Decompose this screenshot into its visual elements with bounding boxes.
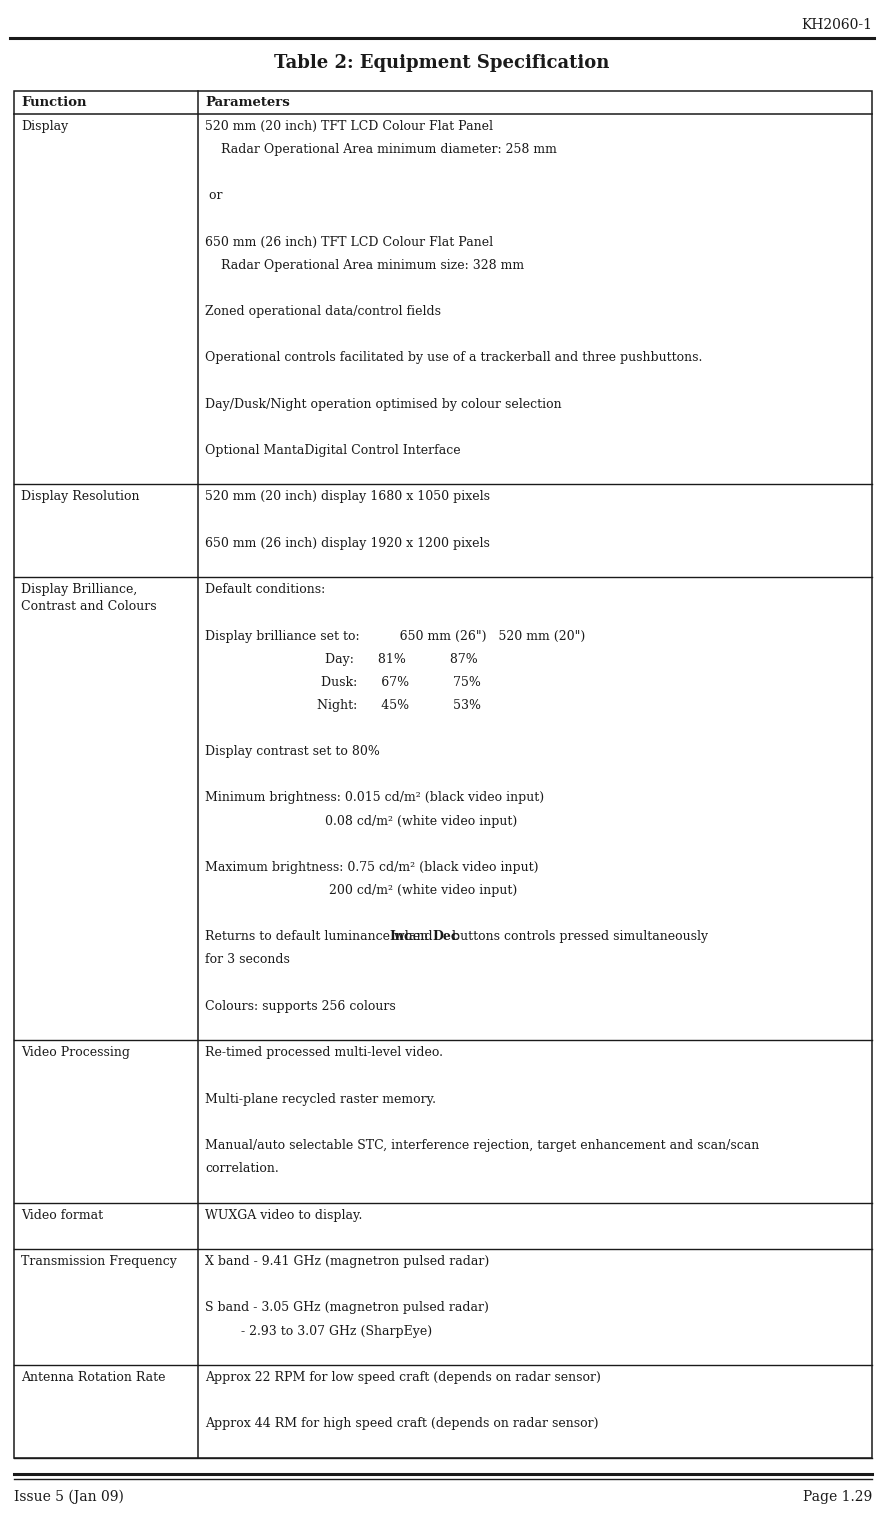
Text: Page 1.29: Page 1.29 — [803, 1489, 872, 1505]
Text: Night:      45%           53%: Night: 45% 53% — [205, 699, 482, 713]
Text: buttons controls pressed simultaneously: buttons controls pressed simultaneously — [448, 931, 709, 943]
Text: Zoned operational data/control fields: Zoned operational data/control fields — [205, 305, 441, 317]
Text: Radar Operational Area minimum diameter: 258 mm: Radar Operational Area minimum diameter:… — [205, 143, 557, 156]
Text: Video format: Video format — [21, 1209, 103, 1221]
Text: Day/Dusk/Night operation optimised by colour selection: Day/Dusk/Night operation optimised by co… — [205, 398, 562, 410]
Text: and: and — [405, 931, 437, 943]
Text: Dec: Dec — [432, 931, 459, 943]
Text: - 2.93 to 3.07 GHz (SharpEye): - 2.93 to 3.07 GHz (SharpEye) — [205, 1325, 432, 1337]
Text: Display Brilliance,
Contrast and Colours: Display Brilliance, Contrast and Colours — [21, 583, 156, 613]
Text: Manual/auto selectable STC, interference rejection, target enhancement and scan/: Manual/auto selectable STC, interference… — [205, 1138, 759, 1152]
Text: Table 2: Equipment Specification: Table 2: Equipment Specification — [274, 53, 610, 72]
Text: Display: Display — [21, 121, 68, 133]
Text: Video Processing: Video Processing — [21, 1047, 130, 1059]
Text: WUXGA video to display.: WUXGA video to display. — [205, 1209, 362, 1221]
Text: Antenna Rotation Rate: Antenna Rotation Rate — [21, 1372, 165, 1384]
Text: X band - 9.41 GHz (magnetron pulsed radar): X band - 9.41 GHz (magnetron pulsed rada… — [205, 1256, 490, 1268]
Text: for 3 seconds: for 3 seconds — [205, 954, 290, 966]
Text: Transmission Frequency: Transmission Frequency — [21, 1256, 177, 1268]
Text: 650 mm (26 inch) TFT LCD Colour Flat Panel: 650 mm (26 inch) TFT LCD Colour Flat Pan… — [205, 235, 493, 249]
Text: Re-timed processed multi-level video.: Re-timed processed multi-level video. — [205, 1047, 444, 1059]
Text: Issue 5 (Jan 09): Issue 5 (Jan 09) — [14, 1489, 124, 1505]
Text: S band - 3.05 GHz (magnetron pulsed radar): S band - 3.05 GHz (magnetron pulsed rada… — [205, 1302, 490, 1314]
Text: Minimum brightness: 0.015 cd/m² (black video input): Minimum brightness: 0.015 cd/m² (black v… — [205, 792, 545, 804]
Text: Returns to default luminance when: Returns to default luminance when — [205, 931, 432, 943]
Text: Inc: Inc — [389, 931, 412, 943]
Text: Display contrast set to 80%: Display contrast set to 80% — [205, 745, 380, 758]
Text: Operational controls facilitated by use of a trackerball and three pushbuttons.: Operational controls facilitated by use … — [205, 351, 703, 365]
Text: Approx 44 RM for high speed craft (depends on radar sensor): Approx 44 RM for high speed craft (depen… — [205, 1418, 599, 1430]
Text: Function: Function — [21, 96, 87, 108]
Text: 650 mm (26 inch) display 1920 x 1200 pixels: 650 mm (26 inch) display 1920 x 1200 pix… — [205, 537, 491, 549]
Text: Display Resolution: Display Resolution — [21, 490, 140, 504]
Text: Approx 22 RPM for low speed craft (depends on radar sensor): Approx 22 RPM for low speed craft (depen… — [205, 1372, 601, 1384]
Text: 0.08 cd/m² (white video input): 0.08 cd/m² (white video input) — [205, 815, 518, 827]
Text: Multi-plane recycled raster memory.: Multi-plane recycled raster memory. — [205, 1093, 437, 1105]
Bar — [14, 92, 872, 1457]
Text: Dusk:      67%           75%: Dusk: 67% 75% — [205, 676, 482, 688]
Text: or: or — [205, 189, 223, 203]
Text: Day:      81%           87%: Day: 81% 87% — [205, 653, 478, 665]
Text: Optional MantaDigital Control Interface: Optional MantaDigital Control Interface — [205, 444, 461, 456]
Text: 520 mm (20 inch) display 1680 x 1050 pixels: 520 mm (20 inch) display 1680 x 1050 pix… — [205, 490, 491, 504]
Text: Display brilliance set to:          650 mm (26")   520 mm (20"): Display brilliance set to: 650 mm (26") … — [205, 630, 586, 642]
Text: 520 mm (20 inch) TFT LCD Colour Flat Panel: 520 mm (20 inch) TFT LCD Colour Flat Pan… — [205, 121, 493, 133]
Text: 200 cd/m² (white video input): 200 cd/m² (white video input) — [205, 884, 518, 897]
Text: Default conditions:: Default conditions: — [205, 583, 325, 597]
Text: Colours: supports 256 colours: Colours: supports 256 colours — [205, 1000, 396, 1013]
Text: Parameters: Parameters — [205, 96, 290, 108]
Text: Maximum brightness: 0.75 cd/m² (black video input): Maximum brightness: 0.75 cd/m² (black vi… — [205, 861, 539, 874]
Text: KH2060-1: KH2060-1 — [801, 18, 872, 32]
Text: Radar Operational Area minimum size: 328 mm: Radar Operational Area minimum size: 328… — [205, 259, 524, 272]
Text: correlation.: correlation. — [205, 1161, 279, 1175]
